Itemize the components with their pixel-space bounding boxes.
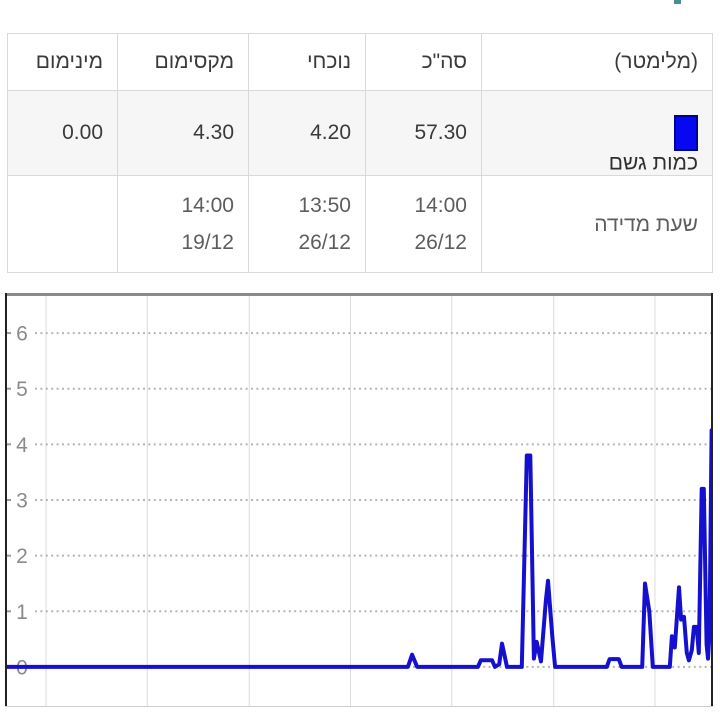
rain-stats-table: (מלימטר) סה"כ נוכחי מקסימום מינימום כמות… [7,33,713,274]
rain-min-value: 0.00 [7,89,118,177]
rain-amount-row: כמות גשם 57.30 4.20 4.30 0.00 [7,89,713,177]
time-min-value [7,175,118,274]
svg-text:3: 3 [16,490,28,513]
rain-series-legend-marker[interactable] [674,115,698,151]
rain-current-value: 4.20 [248,89,366,177]
svg-text:1: 1 [16,601,28,624]
rain-total-value: 57.30 [365,89,482,177]
header-max: מקסימום [117,33,249,91]
header-current: נוכחי [248,33,366,91]
rain-series-label: כמות גשם [608,151,698,175]
top-edge-fragment [674,0,681,4]
time-label-cell: שעת מדידה [481,175,713,274]
header-min: מינימום [7,33,118,91]
svg-text:2: 2 [16,545,28,568]
rain-max-value: 4.30 [117,89,249,177]
header-unit: (מלימטר) [481,33,713,91]
header-total: סה"כ [365,33,482,91]
svg-text:6: 6 [16,323,28,346]
time-total-value: 14:00 26/12 [365,175,482,274]
time-current-value: 13:50 26/12 [248,175,366,274]
time-max-value: 14:00 19/12 [117,175,249,274]
table-header-row: (מלימטר) סה"כ נוכחי מקסימום מינימום [7,33,713,91]
measure-time-row: שעת מדידה 14:00 26/12 13:50 26/12 14:00 … [7,175,713,274]
svg-text:4: 4 [16,434,28,457]
svg-text:5: 5 [16,378,28,401]
rain-label-cell: כמות גשם [481,89,713,177]
